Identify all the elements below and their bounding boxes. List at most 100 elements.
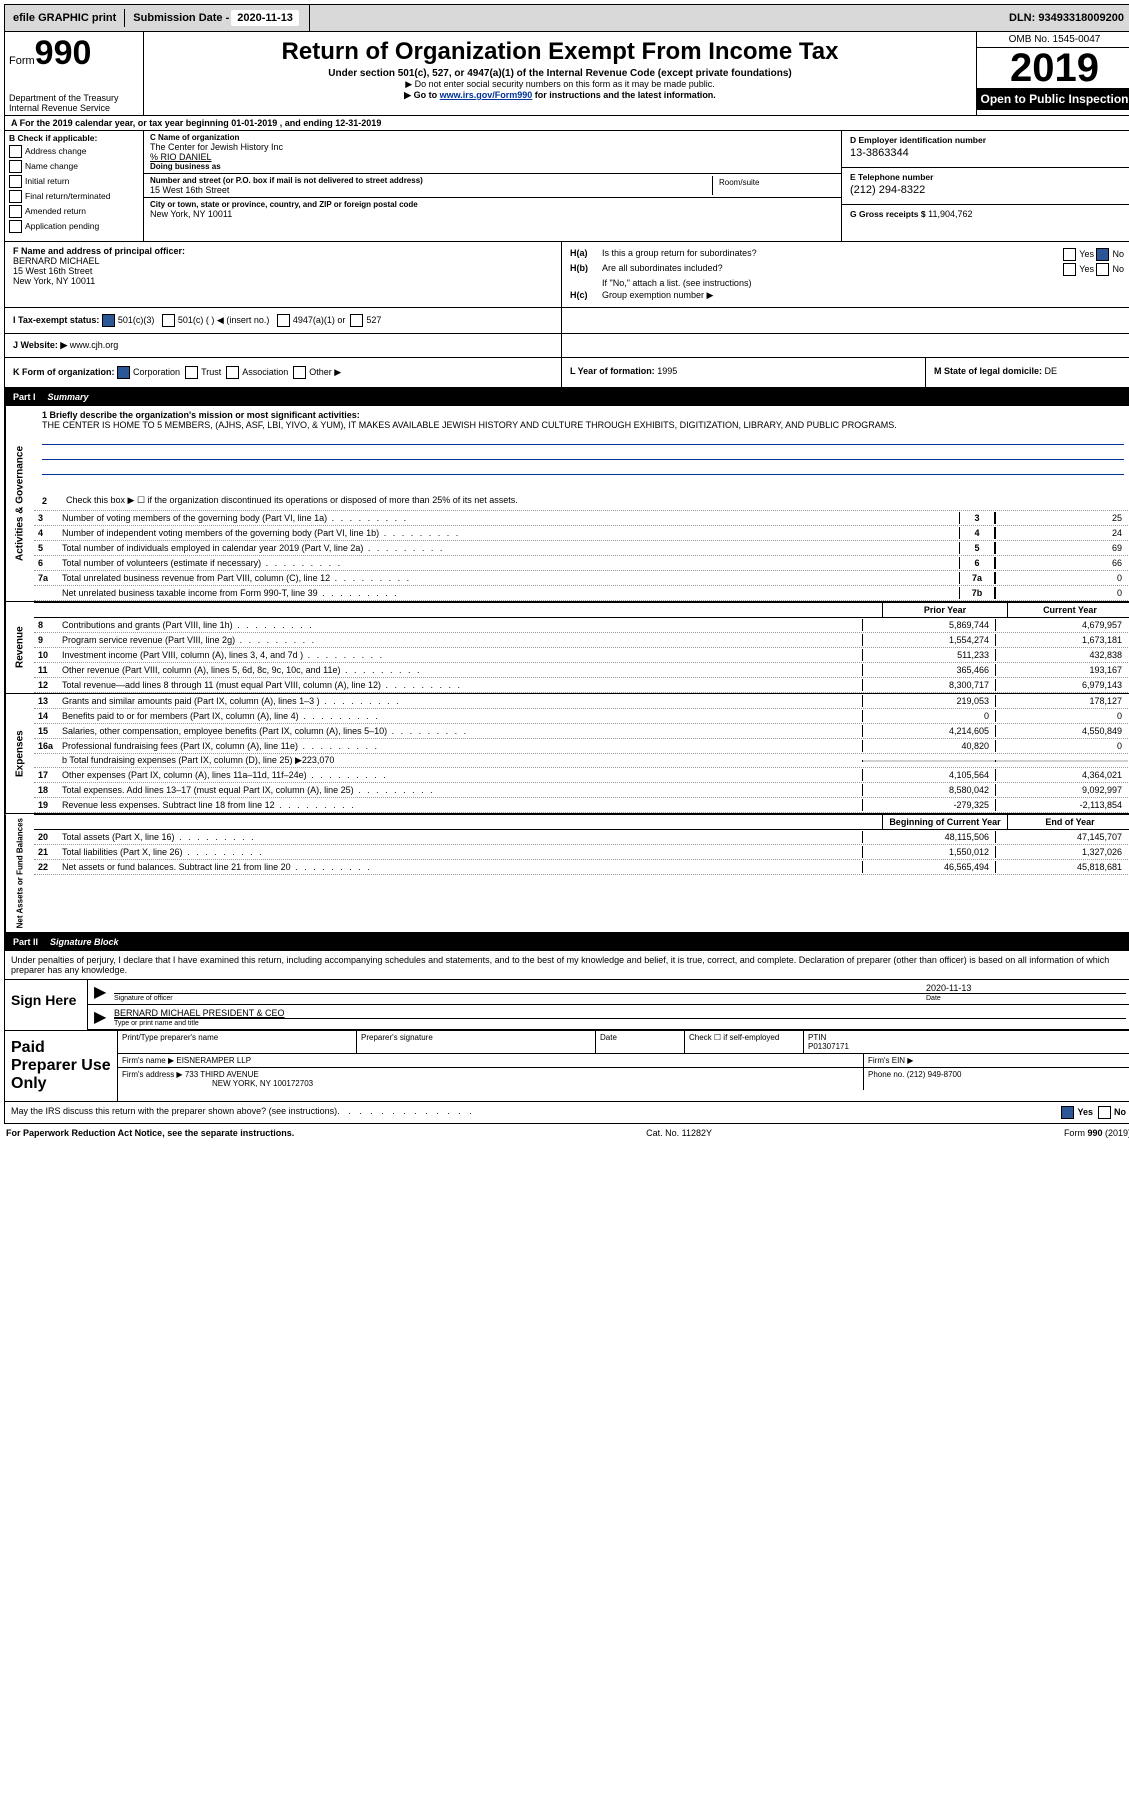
form-title: Return of Organization Exempt From Incom… (154, 38, 966, 66)
part-1-header: Part I Summary (4, 388, 1129, 406)
check-initial-return: Initial return (25, 176, 69, 186)
firm-addr2: NEW YORK, NY 100172703 (122, 1079, 313, 1088)
527: 527 (366, 315, 381, 325)
city-label: City or town, state or province, country… (150, 200, 835, 209)
website-label: J Website: ▶ (13, 340, 70, 350)
officer-addr1: 15 West 16th Street (13, 266, 553, 276)
table-row: 6Total number of volunteers (estimate if… (34, 556, 1129, 571)
check-address-change: Address change (25, 146, 86, 156)
check-amended: Amended return (25, 206, 86, 216)
officer-status-block: F Name and address of principal officer:… (4, 242, 1129, 388)
table-row: 13Grants and similar amounts paid (Part … (34, 694, 1129, 709)
firm-name-label: Firm's name ▶ (122, 1056, 174, 1065)
expenses-label: Expenses (5, 694, 34, 813)
care-of: % RIO DANIEL (150, 152, 835, 162)
501c: 501(c) ( ) ◀ (insert no.) (178, 315, 269, 325)
table-row: 3Number of voting members of the governi… (34, 511, 1129, 526)
table-row: 20Total assets (Part X, line 16)48,115,5… (34, 830, 1129, 845)
open-to-public: Open to Public Inspection (977, 88, 1129, 110)
table-row: 15Salaries, other compensation, employee… (34, 724, 1129, 739)
table-row: 14Benefits paid to or for members (Part … (34, 709, 1129, 724)
street-address: 15 West 16th Street (150, 185, 712, 195)
dln: DLN: 93493318009200 (1001, 9, 1129, 27)
form-prefix: Form (9, 55, 35, 67)
other: Other ▶ (309, 367, 341, 377)
table-row: 9Program service revenue (Part VIII, lin… (34, 633, 1129, 648)
activities-governance-label: Activities & Governance (5, 406, 34, 601)
org-name: The Center for Jewish History Inc (150, 142, 835, 152)
dept-label: Department of the Treasury Internal Reve… (9, 93, 139, 113)
table-row: 19Revenue less expenses. Subtract line 1… (34, 798, 1129, 813)
hb-label: Are all subordinates included? (602, 263, 723, 276)
form-number: 990 (35, 34, 92, 72)
4947a1: 4947(a)(1) or (293, 315, 346, 325)
arrow-icon: ▶ (94, 1007, 114, 1027)
officer-addr2: New York, NY 10011 (13, 276, 553, 286)
table-row: 16aProfessional fundraising fees (Part I… (34, 739, 1129, 754)
paperwork-notice: For Paperwork Reduction Act Notice, see … (6, 1128, 294, 1138)
table-row: 22Net assets or fund balances. Subtract … (34, 860, 1129, 875)
subtitle-3-post: for instructions and the latest informat… (532, 90, 716, 100)
website: www.cjh.org (70, 340, 119, 350)
discuss-no: No (1114, 1107, 1126, 1117)
table-row: Net unrelated business taxable income fr… (34, 586, 1129, 601)
sig-date-label: Date (926, 993, 1126, 1002)
submission-date-label: Submission Date - (133, 12, 229, 24)
corp: Corporation (133, 367, 180, 377)
current-year-header: Current Year (1007, 603, 1129, 617)
tax-status-label: I Tax-exempt status: (13, 315, 99, 325)
name-title-label: Type or print name and title (114, 1018, 1126, 1027)
part-1-title: Summary (48, 392, 89, 402)
discuss-question: May the IRS discuss this return with the… (11, 1106, 337, 1119)
form-org-label: K Form of organization: (13, 367, 115, 377)
city-state-zip: New York, NY 10011 (150, 209, 835, 219)
ein-label: D Employer identification number (850, 135, 1124, 145)
revenue-section: Revenue Prior YearCurrent Year 8Contribu… (4, 602, 1129, 694)
period-line: A For the 2019 calendar year, or tax yea… (4, 116, 1129, 131)
net-assets-section: Net Assets or Fund Balances Beginning of… (4, 814, 1129, 933)
instructions-link[interactable]: www.irs.gov/Form990 (440, 90, 533, 100)
preparer-sig-header: Preparer's signature (357, 1031, 596, 1053)
table-row: 10Investment income (Part VIII, column (… (34, 648, 1129, 663)
firm-name: EISNERAMPER LLP (176, 1056, 251, 1065)
table-row: 18Total expenses. Add lines 13–17 (must … (34, 783, 1129, 798)
trust: Trust (201, 367, 221, 377)
officer-name: BERNARD MICHAEL (13, 256, 553, 266)
form-ref: Form 990 (2019) (1064, 1128, 1129, 1138)
501c3: 501(c)(3) (118, 315, 155, 325)
identity-block: B Check if applicable: Address change Na… (4, 131, 1129, 242)
table-row: 4Number of independent voting members of… (34, 526, 1129, 541)
subtitle-3-pre: ▶ Go to (404, 90, 439, 100)
expenses-section: Expenses 13Grants and similar amounts pa… (4, 694, 1129, 814)
submission-date: 2020-11-13 (231, 10, 299, 26)
preparer-name-header: Print/Type preparer's name (118, 1031, 357, 1053)
part-1-num: Part I (13, 392, 36, 402)
line1-label: 1 Briefly describe the organization's mi… (42, 410, 1124, 420)
cat-no: Cat. No. 11282Y (646, 1128, 712, 1138)
efile-label[interactable]: efile GRAPHIC print (5, 9, 125, 27)
prior-year-header: Prior Year (882, 603, 1007, 617)
firm-ein-label: Firm's EIN ▶ (864, 1054, 1129, 1067)
table-row: 11Other revenue (Part VIII, column (A), … (34, 663, 1129, 678)
year-formed-label: L Year of formation: (570, 366, 655, 376)
firm-addr-label: Firm's address ▶ (122, 1070, 183, 1079)
firm-addr1: 733 THIRD AVENUE (185, 1070, 259, 1079)
tax-year: 2019 (977, 48, 1129, 88)
suite-label: Room/suite (712, 176, 835, 195)
subtitle-2: ▶ Do not enter social security numbers o… (154, 79, 966, 90)
phone-label: E Telephone number (850, 172, 1124, 182)
dba-label: Doing business as (150, 162, 835, 171)
mission-text: THE CENTER IS HOME TO 5 MEMBERS, (AJHS, … (42, 420, 1124, 430)
gross-label: G Gross receipts $ (850, 209, 926, 219)
self-employed-check: Check ☐ if self-employed (685, 1031, 804, 1053)
page-footer: For Paperwork Reduction Act Notice, see … (4, 1124, 1129, 1142)
phone: (212) 294-8322 (850, 182, 1124, 196)
check-final-return: Final return/terminated (25, 191, 111, 201)
sig-date: 2020-11-13 (926, 983, 1126, 993)
part-2-header: Part II Signature Block (4, 933, 1129, 951)
form-header: Form990 Department of the Treasury Inter… (4, 32, 1129, 116)
domicile: DE (1045, 366, 1058, 376)
discuss-yes: Yes (1077, 1107, 1093, 1117)
h-attach: If "No," attach a list. (see instruction… (570, 278, 1124, 288)
sig-intro: Under penalties of perjury, I declare th… (5, 951, 1129, 980)
